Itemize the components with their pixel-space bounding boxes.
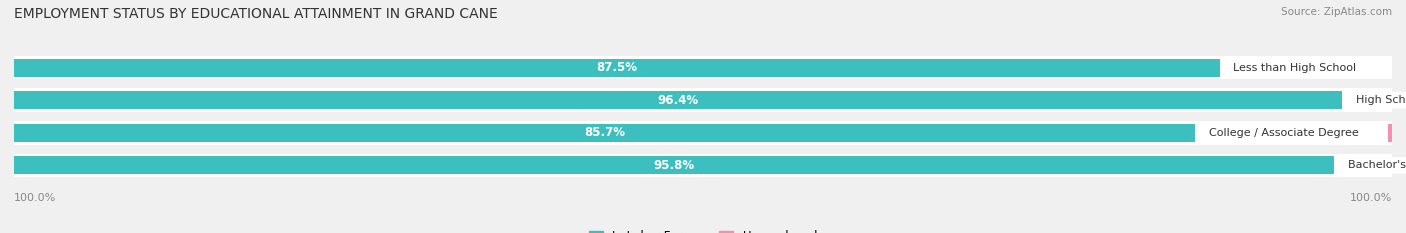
Bar <box>14 154 1392 177</box>
Bar <box>14 121 1392 145</box>
Text: 100.0%: 100.0% <box>1350 193 1392 203</box>
Text: College / Associate Degree: College / Associate Degree <box>1209 128 1358 138</box>
Bar <box>14 56 1392 79</box>
Text: High School Diploma: High School Diploma <box>1357 95 1406 105</box>
Legend: In Labor Force, Unemployed: In Labor Force, Unemployed <box>583 225 823 233</box>
Text: 87.5%: 87.5% <box>596 61 637 74</box>
Text: 100.0%: 100.0% <box>14 193 56 203</box>
Text: 95.8%: 95.8% <box>654 159 695 172</box>
Bar <box>14 88 1392 112</box>
Bar <box>14 124 1195 142</box>
Text: Source: ZipAtlas.com: Source: ZipAtlas.com <box>1281 7 1392 17</box>
Bar <box>1388 124 1406 142</box>
Text: 96.4%: 96.4% <box>658 94 699 107</box>
Text: Less than High School: Less than High School <box>1233 63 1357 72</box>
Bar <box>14 91 1343 109</box>
Bar <box>14 58 1220 76</box>
Text: Bachelor's Degree or higher: Bachelor's Degree or higher <box>1348 161 1406 170</box>
Text: EMPLOYMENT STATUS BY EDUCATIONAL ATTAINMENT IN GRAND CANE: EMPLOYMENT STATUS BY EDUCATIONAL ATTAINM… <box>14 7 498 21</box>
Bar <box>14 157 1334 174</box>
Text: 85.7%: 85.7% <box>583 126 626 139</box>
